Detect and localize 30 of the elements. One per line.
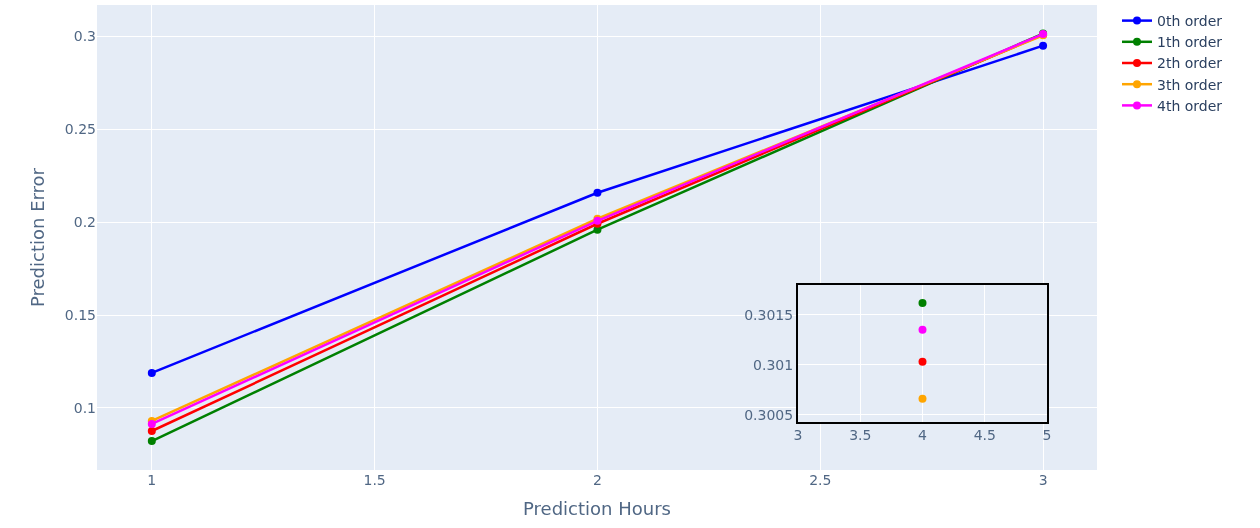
legend-label: 1th order bbox=[1157, 34, 1223, 51]
legend-label: 0th order bbox=[1157, 13, 1223, 30]
x-tick-label: 5 bbox=[1042, 427, 1052, 444]
x-tick-label: 2 bbox=[592, 472, 602, 488]
legend-label: 3th order bbox=[1157, 76, 1223, 93]
y-tick-label: 0.301 bbox=[753, 356, 794, 373]
point bbox=[147, 427, 156, 435]
x-tick-label: 3 bbox=[793, 427, 803, 444]
y-tick-label: 0.25 bbox=[64, 121, 96, 138]
y-tick-label: 0.3 bbox=[73, 28, 96, 45]
y-tick-label: 0.3015 bbox=[744, 306, 794, 323]
point bbox=[593, 188, 602, 197]
y-tick-label: 0.1 bbox=[73, 399, 96, 416]
point bbox=[147, 437, 156, 446]
point bbox=[1039, 41, 1048, 50]
x-tick-label: 3.5 bbox=[849, 427, 872, 444]
x-tick-label: 2.5 bbox=[809, 472, 832, 488]
y-tick-label: 0.15 bbox=[64, 307, 96, 324]
x-tick-label: 1.5 bbox=[363, 472, 386, 488]
y-tick-label: 0.2 bbox=[73, 214, 96, 231]
x-tick-label: 4 bbox=[918, 427, 928, 444]
point bbox=[147, 368, 156, 377]
legend-label: 2th order bbox=[1157, 55, 1223, 72]
x-tick-label: 3 bbox=[1038, 472, 1048, 488]
x-tick-label: 4.5 bbox=[973, 427, 996, 444]
x-axis-title: Prediction Hours bbox=[523, 498, 671, 520]
x-tick-label: 1 bbox=[147, 472, 157, 488]
y-axis-title: Prediction Error bbox=[27, 167, 49, 308]
y-tick-label: 0.3005 bbox=[744, 406, 794, 423]
legend-label: 4th order bbox=[1157, 97, 1223, 114]
